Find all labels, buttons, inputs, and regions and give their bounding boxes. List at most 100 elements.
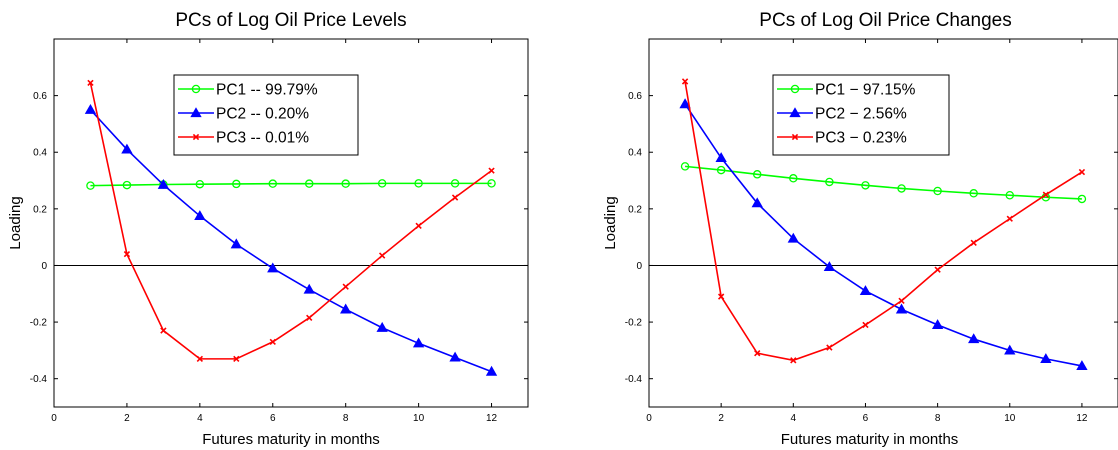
data-point	[414, 179, 423, 188]
x-tick-label: 10	[1004, 413, 1016, 424]
chart-panel-1: 0 2 4 6 8 10 12 -0.4 -0.2 0 0.2 0.4 0.6 PCs of Log Oi…	[7, 10, 529, 448]
data-point	[1042, 191, 1050, 198]
series-1	[680, 162, 1087, 204]
data-point	[1040, 353, 1052, 363]
x-tick-label: 8	[343, 413, 349, 424]
data-point	[790, 357, 797, 364]
plot-frame	[648, 38, 1118, 408]
x-axis-label: Futures maturity in months	[781, 431, 959, 448]
x-tick-label: 0	[51, 413, 57, 424]
data-point	[123, 250, 131, 258]
data-point	[825, 177, 834, 187]
y-tick-label: 0	[636, 261, 642, 272]
series-line	[684, 81, 1083, 362]
data-point	[787, 232, 799, 243]
legend-marker	[790, 84, 800, 94]
data-point	[267, 262, 279, 273]
data-point	[230, 238, 242, 249]
data-point	[823, 261, 836, 271]
data-point	[679, 98, 691, 109]
data-point	[968, 333, 980, 344]
legend-marker	[191, 84, 201, 94]
y-tick-label: 0.6	[628, 91, 642, 102]
x-tick-label: 4	[197, 413, 203, 424]
data-point	[488, 167, 495, 174]
y-axis-label: Loading	[7, 196, 24, 249]
data-point	[898, 297, 905, 305]
data-point	[681, 78, 689, 85]
data-point	[487, 179, 496, 188]
data-point	[415, 222, 422, 229]
data-point	[1006, 215, 1013, 222]
data-point	[826, 344, 833, 351]
data-point	[751, 197, 763, 208]
data-point	[269, 338, 276, 346]
y-tick-label: 0	[41, 261, 47, 272]
legend-marker	[192, 133, 200, 141]
data-point	[895, 303, 908, 314]
series-1	[86, 179, 496, 190]
series-line	[684, 165, 1082, 200]
data-point	[157, 178, 170, 189]
x-tick-label: 12	[1076, 413, 1088, 424]
data-point	[485, 365, 498, 376]
legend-label: PC1 − 97.15%	[815, 82, 916, 99]
chart-title: PCs of Log Oil Price Levels	[175, 10, 406, 31]
data-point	[84, 103, 97, 114]
data-point	[1078, 168, 1086, 176]
data-point	[303, 283, 315, 294]
data-point	[306, 314, 313, 321]
series-3	[681, 78, 1086, 364]
data-point	[1076, 360, 1088, 371]
data-point	[87, 79, 94, 87]
y-tick-label: -0.4	[30, 374, 48, 385]
x-axis-label: Futures maturity in months	[202, 431, 380, 448]
legend-label: PC1 -- 99.79%	[216, 82, 318, 99]
data-point	[121, 143, 133, 154]
y-tick-label: 0.2	[33, 204, 47, 215]
x-tick-label: 2	[124, 413, 130, 424]
x-tick-label: 6	[863, 413, 869, 424]
data-point	[122, 180, 132, 190]
x-tick-label: 10	[413, 413, 425, 424]
legend-label: PC2 -- 0.20%	[216, 106, 309, 123]
data-point	[931, 319, 944, 330]
data-point	[680, 162, 690, 171]
legend-label: PC3 − 0.23%	[815, 130, 907, 147]
x-tick-label: 4	[791, 413, 797, 424]
x-tick-label: 8	[935, 413, 941, 424]
data-point	[376, 321, 388, 332]
y-tick-label: -0.4	[625, 374, 643, 385]
legend-label: PC2 − 2.56%	[815, 106, 907, 123]
data-point	[897, 184, 906, 193]
data-point	[340, 303, 352, 314]
x-tick-label: 0	[646, 413, 652, 424]
data-point	[969, 189, 978, 198]
plot-frame	[53, 38, 529, 408]
data-point	[1005, 191, 1015, 200]
y-tick-label: -0.2	[625, 318, 643, 329]
data-point	[377, 179, 387, 188]
data-point	[160, 327, 167, 334]
y-tick-label: 0.4	[33, 148, 47, 159]
data-point	[970, 239, 977, 246]
data-point	[752, 170, 762, 179]
data-point	[789, 174, 798, 183]
series-line	[89, 82, 493, 360]
series-3	[87, 79, 495, 363]
data-point	[1004, 344, 1016, 355]
data-point	[859, 285, 872, 296]
chart-panel-2: 0 2 4 6 8 10 12 -0.4 -0.2 0 0.2 0.4 0.6 PCs of Log Oi…	[602, 10, 1118, 448]
x-tick-label: 6	[270, 413, 276, 424]
data-point	[86, 181, 95, 190]
series-2	[84, 103, 498, 376]
chart-title: PCs of Log Oil Price Changes	[759, 10, 1011, 31]
data-point	[933, 186, 942, 196]
series-line	[89, 109, 492, 373]
data-point	[268, 179, 278, 188]
data-point	[1077, 194, 1087, 204]
data-point	[717, 293, 725, 300]
x-tick-label: 12	[486, 413, 498, 424]
data-point	[934, 266, 941, 273]
